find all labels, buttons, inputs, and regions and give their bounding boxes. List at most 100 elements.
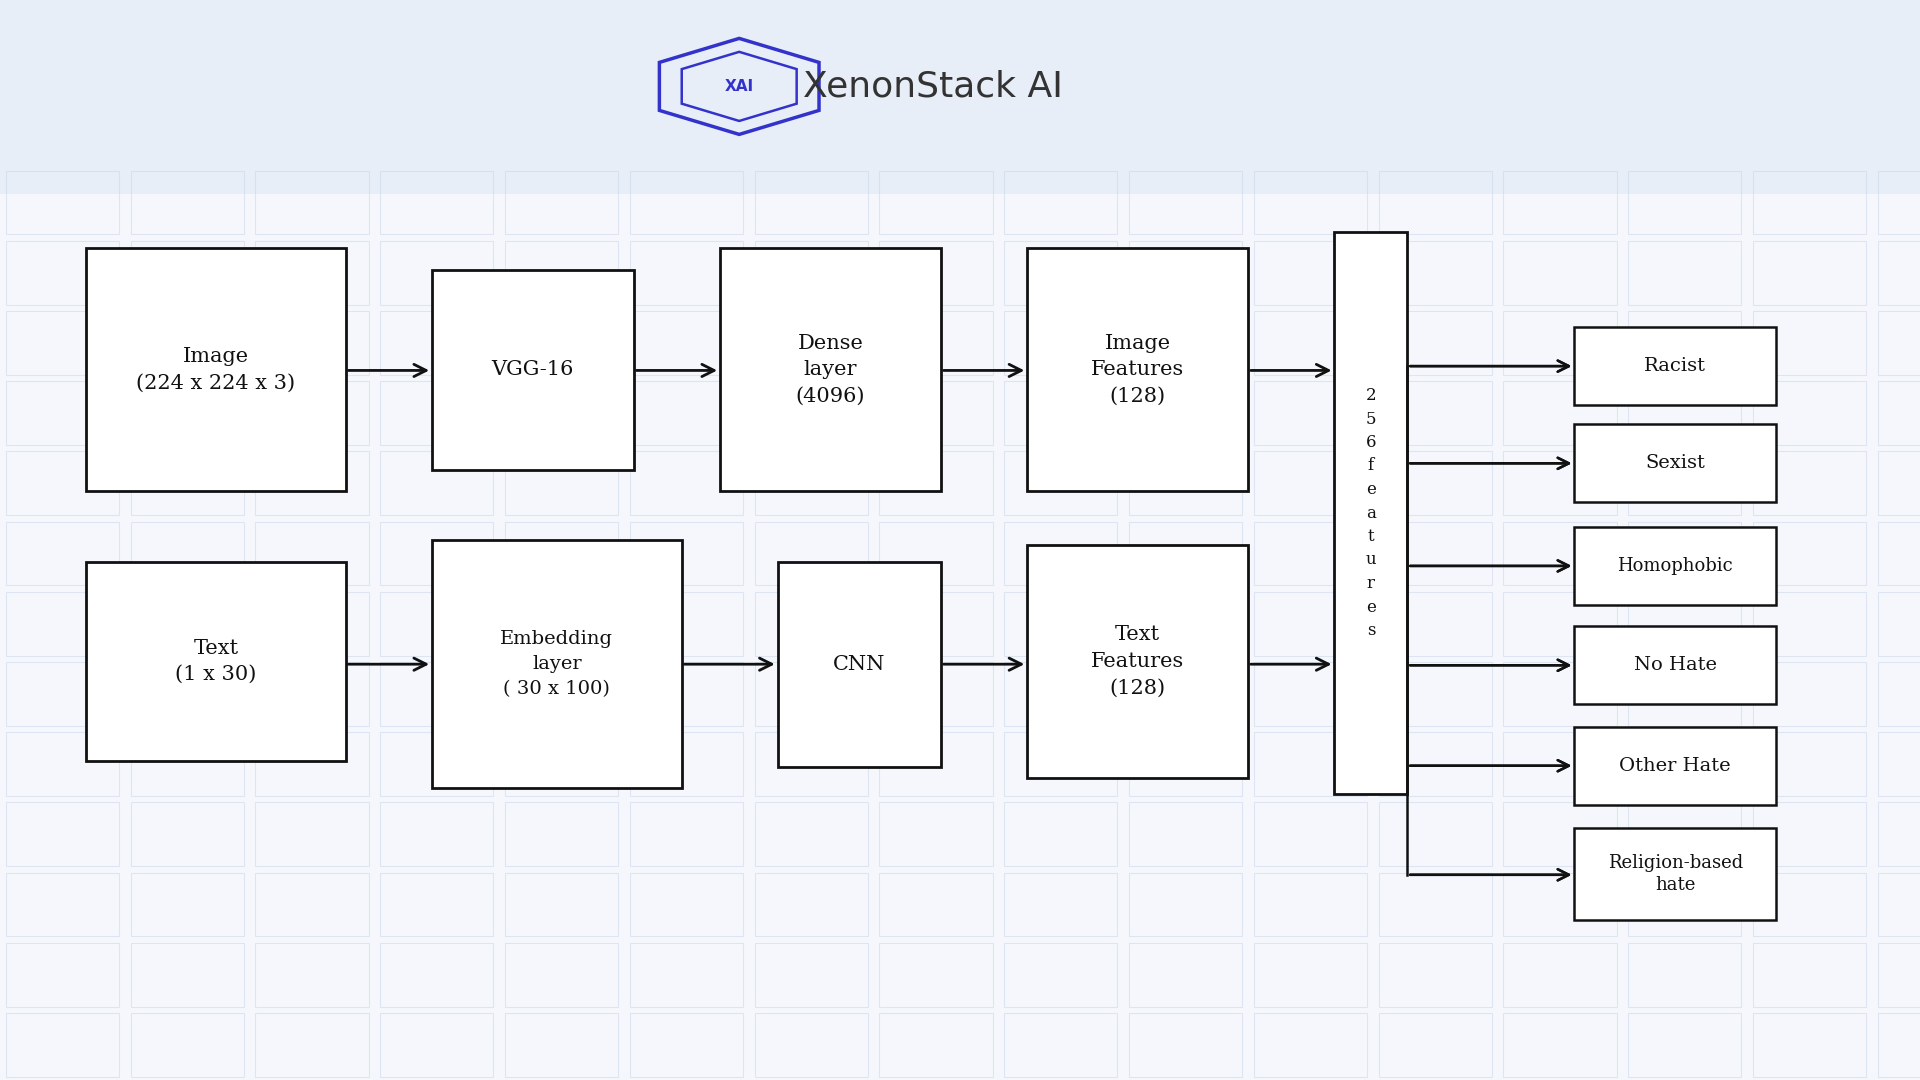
Bar bbox=[879, 943, 993, 1007]
Bar bbox=[1753, 1013, 1866, 1077]
Bar bbox=[1503, 592, 1617, 656]
Bar bbox=[1129, 873, 1242, 936]
Bar bbox=[755, 802, 868, 866]
Bar bbox=[879, 381, 993, 445]
Bar bbox=[1628, 451, 1741, 515]
Bar bbox=[1753, 311, 1866, 375]
Bar bbox=[131, 943, 244, 1007]
Bar bbox=[755, 662, 868, 726]
FancyBboxPatch shape bbox=[432, 540, 682, 788]
Bar bbox=[255, 241, 369, 305]
Bar bbox=[1628, 171, 1741, 234]
Bar bbox=[255, 451, 369, 515]
Bar bbox=[630, 592, 743, 656]
Bar bbox=[1129, 171, 1242, 234]
Bar bbox=[255, 943, 369, 1007]
Bar bbox=[1753, 522, 1866, 585]
Bar bbox=[1129, 592, 1242, 656]
Bar bbox=[1254, 241, 1367, 305]
Bar bbox=[505, 171, 618, 234]
Bar bbox=[755, 381, 868, 445]
Bar bbox=[1379, 662, 1492, 726]
Bar bbox=[1379, 1013, 1492, 1077]
Bar bbox=[1753, 451, 1866, 515]
Bar bbox=[1004, 451, 1117, 515]
Bar bbox=[630, 311, 743, 375]
Bar bbox=[1628, 873, 1741, 936]
Bar bbox=[1004, 592, 1117, 656]
Bar bbox=[131, 802, 244, 866]
Bar bbox=[630, 662, 743, 726]
FancyBboxPatch shape bbox=[720, 248, 941, 491]
Bar bbox=[879, 311, 993, 375]
Bar bbox=[1753, 732, 1866, 796]
Bar bbox=[1004, 311, 1117, 375]
Bar bbox=[131, 662, 244, 726]
Bar bbox=[1878, 732, 1920, 796]
Bar bbox=[1004, 381, 1117, 445]
Bar bbox=[0, 0, 1920, 194]
Bar bbox=[1628, 311, 1741, 375]
Bar bbox=[380, 1013, 493, 1077]
Bar bbox=[755, 943, 868, 1007]
Bar bbox=[6, 943, 119, 1007]
Bar bbox=[380, 381, 493, 445]
Bar bbox=[879, 732, 993, 796]
Bar bbox=[1503, 873, 1617, 936]
Bar bbox=[1628, 381, 1741, 445]
Bar bbox=[131, 873, 244, 936]
FancyBboxPatch shape bbox=[1574, 424, 1776, 502]
Bar bbox=[6, 381, 119, 445]
Bar bbox=[505, 522, 618, 585]
Bar bbox=[755, 522, 868, 585]
Bar bbox=[1753, 241, 1866, 305]
Bar bbox=[255, 873, 369, 936]
Bar bbox=[255, 802, 369, 866]
Bar bbox=[1753, 381, 1866, 445]
Bar bbox=[1503, 311, 1617, 375]
Bar bbox=[755, 311, 868, 375]
Bar bbox=[1878, 1013, 1920, 1077]
FancyBboxPatch shape bbox=[1574, 727, 1776, 805]
Bar bbox=[1503, 241, 1617, 305]
Bar bbox=[1503, 662, 1617, 726]
Bar bbox=[1878, 943, 1920, 1007]
Bar bbox=[1379, 592, 1492, 656]
Bar bbox=[1004, 873, 1117, 936]
Bar bbox=[6, 522, 119, 585]
Bar bbox=[1753, 943, 1866, 1007]
Bar bbox=[1254, 451, 1367, 515]
Text: XAI: XAI bbox=[724, 79, 755, 94]
Bar bbox=[755, 451, 868, 515]
Bar bbox=[1379, 732, 1492, 796]
Text: Image
Features
(128): Image Features (128) bbox=[1091, 334, 1185, 406]
Bar bbox=[255, 1013, 369, 1077]
Bar bbox=[879, 171, 993, 234]
Bar bbox=[255, 522, 369, 585]
Text: CNN: CNN bbox=[833, 654, 885, 674]
Bar bbox=[255, 171, 369, 234]
Bar bbox=[1878, 662, 1920, 726]
Bar bbox=[1379, 522, 1492, 585]
Text: 2
5
6
f
e
a
t
u
r
e
s: 2 5 6 f e a t u r e s bbox=[1365, 387, 1377, 639]
Bar bbox=[380, 311, 493, 375]
Bar bbox=[505, 381, 618, 445]
Bar bbox=[1503, 1013, 1617, 1077]
Bar bbox=[131, 592, 244, 656]
Bar bbox=[1628, 943, 1741, 1007]
FancyBboxPatch shape bbox=[432, 270, 634, 470]
Bar bbox=[131, 1013, 244, 1077]
FancyBboxPatch shape bbox=[86, 562, 346, 761]
Text: XenonStack AI: XenonStack AI bbox=[803, 69, 1062, 104]
Bar bbox=[505, 943, 618, 1007]
Bar bbox=[131, 451, 244, 515]
Bar bbox=[1628, 732, 1741, 796]
Bar bbox=[630, 732, 743, 796]
Bar bbox=[1379, 171, 1492, 234]
Bar bbox=[6, 873, 119, 936]
Bar bbox=[1254, 1013, 1367, 1077]
Bar bbox=[6, 171, 119, 234]
Bar bbox=[879, 592, 993, 656]
Bar bbox=[630, 943, 743, 1007]
Bar bbox=[131, 241, 244, 305]
